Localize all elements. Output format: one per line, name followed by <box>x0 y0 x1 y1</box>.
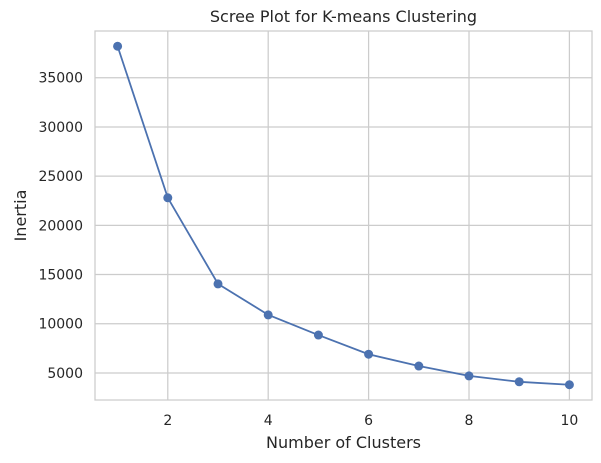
x-tick-label: 10 <box>560 413 578 429</box>
x-tick-label: 2 <box>163 413 172 429</box>
data-point <box>263 310 273 320</box>
y-tick-label: 5000 <box>47 366 83 382</box>
y-axis-label: Inertia <box>11 190 30 242</box>
y-tick-label: 15000 <box>38 268 83 284</box>
y-tick-label: 25000 <box>38 169 83 185</box>
x-tick-label: 4 <box>264 413 273 429</box>
data-point <box>364 349 374 359</box>
data-point <box>514 377 524 387</box>
chart-title: Scree Plot for K-means Clustering <box>210 7 477 26</box>
y-tick-label: 30000 <box>38 120 83 136</box>
data-point <box>564 380 574 390</box>
grid-lines <box>95 31 592 400</box>
data-point <box>313 330 323 340</box>
x-tick-labels: 2 4 6 8 10 <box>163 413 578 429</box>
plot-area-frame <box>94 30 593 401</box>
y-tick-label: 10000 <box>38 317 83 333</box>
x-tick-label: 8 <box>465 413 474 429</box>
x-tick-label: 6 <box>364 413 373 429</box>
data-point <box>464 371 474 381</box>
data-point <box>414 361 424 371</box>
y-tick-label: 35000 <box>38 71 83 87</box>
data-point <box>163 193 173 203</box>
x-axis-label: Number of Clusters <box>266 433 421 452</box>
inertia-series-line <box>116 45 570 386</box>
y-tick-labels: 5000 10000 15000 20000 25000 30000 35000 <box>38 71 83 382</box>
data-point <box>213 279 223 289</box>
inertia-series-points <box>113 41 574 390</box>
data-point <box>113 41 123 51</box>
y-tick-label: 20000 <box>38 218 83 234</box>
